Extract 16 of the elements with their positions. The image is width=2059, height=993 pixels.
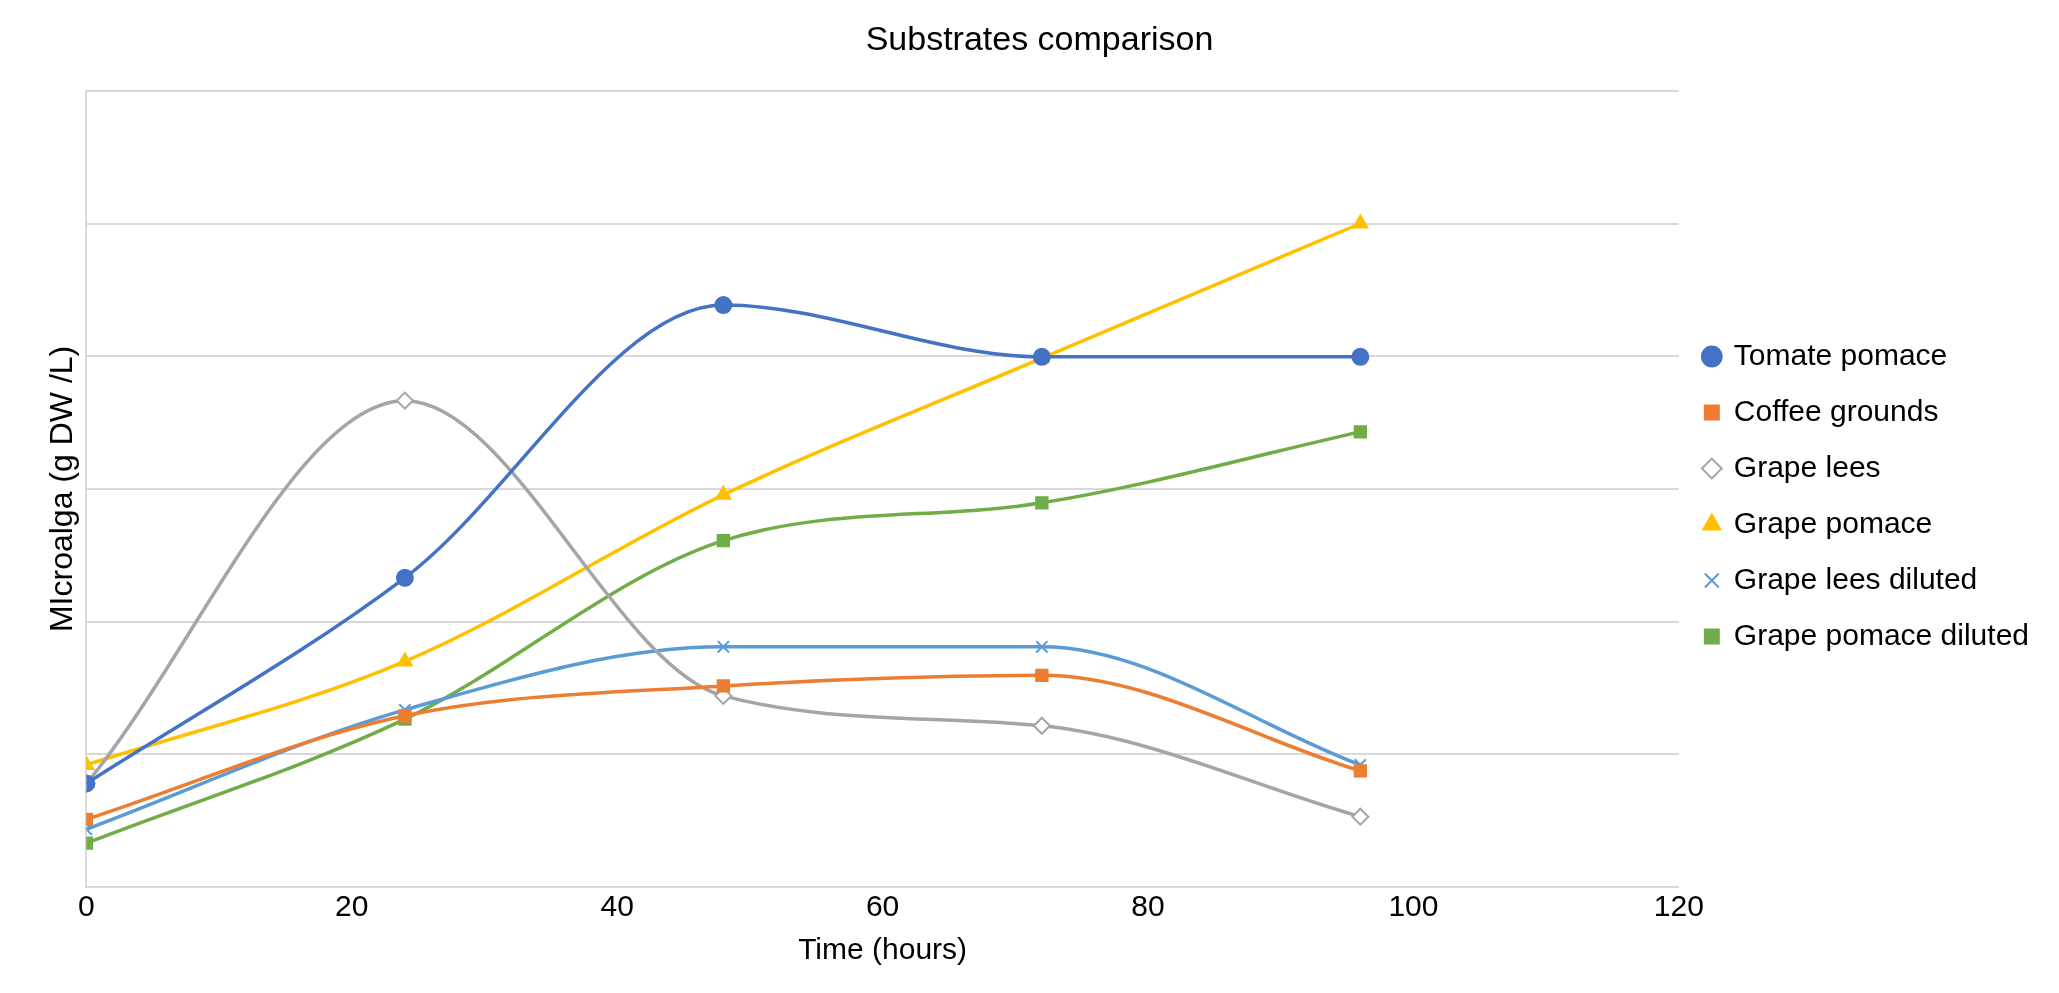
x-tick-label: 80	[1131, 889, 1165, 923]
legend-label: Grape pomace diluted	[1733, 617, 2030, 651]
x-tick-label: 100	[1388, 889, 1439, 923]
x-tick-label: 60	[865, 889, 900, 923]
legend-label: Grape lees	[1733, 449, 1881, 483]
legend-label: Grape lees diluted	[1733, 561, 1978, 595]
legend-label: Coffee grounds	[1733, 393, 1939, 427]
chart-title: Substrates comparison	[865, 18, 1214, 57]
x-tick-label: 40	[600, 889, 634, 923]
x-tick-label: 120	[1653, 889, 1704, 923]
x-tick-label: 0	[78, 889, 95, 923]
legend-label: Grape pomace	[1733, 505, 1933, 539]
y-axis-title: MIcroalga (g DW /L)	[43, 345, 80, 633]
x-axis-title: Time (hours)	[798, 932, 968, 966]
legend-label: Tomate pomace	[1733, 337, 1948, 371]
x-tick-label: 20	[335, 889, 369, 923]
